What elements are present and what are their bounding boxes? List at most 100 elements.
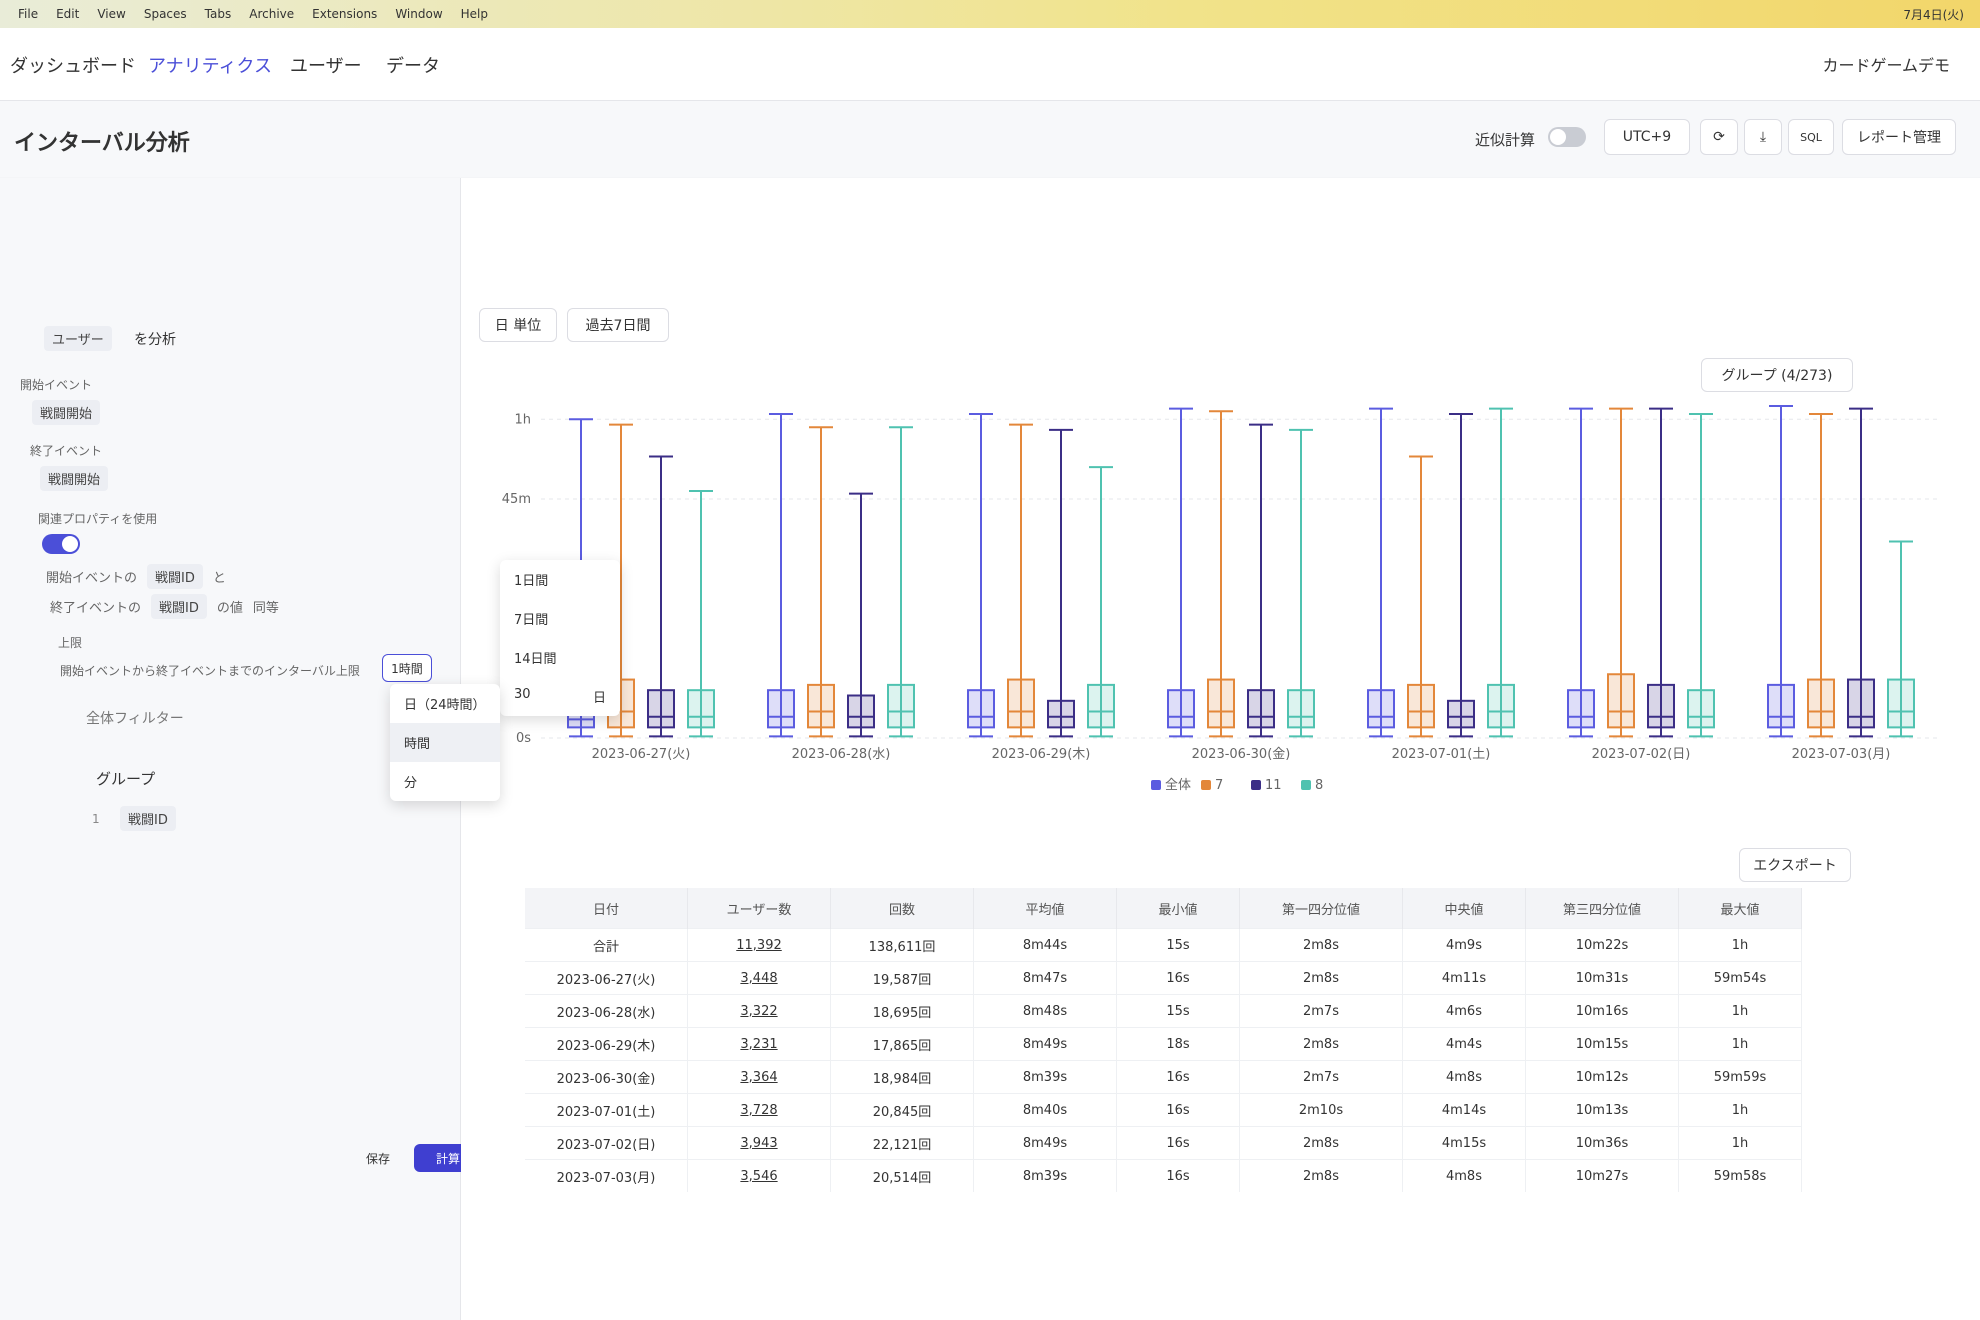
approx-toggle[interactable]: [1548, 127, 1586, 147]
table-row: 合計 11,392 138,611回 8m44s 15s 2m8s 4m9s 10m22s 1h: [525, 928, 1802, 962]
refresh-button[interactable]: ⟳: [1700, 119, 1738, 155]
column-header[interactable]: ユーザー数: [687, 888, 831, 929]
table-cell: 8m48s: [973, 994, 1117, 1028]
column-header[interactable]: 平均値: [973, 888, 1117, 929]
legend-swatch: [1301, 780, 1311, 790]
x-tick-label: 2023-06-29(木): [992, 747, 1091, 762]
granularity-select[interactable]: 日 単位: [479, 308, 557, 342]
table-cell[interactable]: 3,728: [687, 1093, 831, 1127]
timezone-button[interactable]: UTC+9: [1604, 119, 1690, 155]
table-cell[interactable]: 3,546: [687, 1159, 831, 1192]
nav-tab[interactable]: アナリティクス: [148, 56, 273, 77]
approx-label: 近似計算: [1475, 131, 1536, 149]
custom-unit: 日: [592, 691, 606, 706]
box: [1807, 678, 1835, 729]
menu-item[interactable]: Help: [460, 7, 488, 21]
prop-text: の値: [216, 601, 243, 616]
column-header[interactable]: 最小値: [1116, 888, 1240, 929]
menu-item[interactable]: File: [18, 7, 39, 21]
table-row: 2023-06-29(木) 3,231 17,865回 8m49s 18s 2m8s 4m4…: [525, 1027, 1802, 1061]
custom-value[interactable]: 30: [514, 687, 531, 702]
main-content: 日 単位 過去7日間 グループ (4/273) エクスポート 日付 ユーザー数 回数…: [461, 178, 1980, 1320]
menu-item[interactable]: Tabs: [204, 7, 232, 21]
table-row: 2023-06-27(火) 3,448 19,587回 8m47s 16s 2m8s 4m1…: [525, 961, 1802, 995]
table-cell: 8m39s: [973, 1060, 1117, 1094]
export-button[interactable]: エクスポート: [1739, 848, 1851, 882]
limit-value[interactable]: 1時間: [382, 654, 432, 682]
report-button[interactable]: レポート管理: [1842, 119, 1956, 155]
menu-item[interactable]: View: [97, 7, 126, 21]
table-cell: 2023-06-29(木): [525, 1027, 688, 1061]
table-row: 2023-07-03(月) 3,546 20,514回 8m39s 16s 2m8s 4m8…: [525, 1159, 1802, 1192]
box: [1567, 689, 1595, 729]
unit-option[interactable]: 時間: [390, 723, 500, 762]
preset-option[interactable]: 7日間: [514, 613, 549, 628]
x-tick-label: 2023-06-30(金): [1192, 747, 1291, 762]
table-cell[interactable]: 3,364: [687, 1060, 831, 1094]
table-cell: 4m6s: [1402, 994, 1526, 1028]
table-cell: 8m47s: [973, 961, 1117, 995]
preset-option[interactable]: 1日間: [514, 574, 549, 589]
page-header: インターバル分析 近似計算 UTC+9 ⟳ ⤓ SQL レポート管理: [0, 101, 1980, 177]
save-button[interactable]: 保存: [365, 1151, 390, 1166]
menu-item[interactable]: Edit: [56, 7, 80, 21]
box: [1607, 673, 1635, 729]
table-cell: 22,121回: [830, 1126, 974, 1160]
table-cell[interactable]: 11,392: [687, 928, 831, 962]
project-name[interactable]: カードゲームデモ: [1822, 56, 1950, 75]
download-button[interactable]: ⤓: [1744, 119, 1782, 155]
nav-tab[interactable]: データ: [386, 56, 440, 77]
box: [887, 683, 915, 729]
x-tick-label: 2023-06-27(火): [592, 747, 691, 762]
unit-option[interactable]: 分: [404, 776, 418, 791]
table-cell: 1h: [1678, 928, 1802, 962]
group-item[interactable]: 戦闘ID: [120, 806, 176, 831]
table-cell: 10m36s: [1525, 1126, 1679, 1160]
end-label: 終了イベント: [30, 444, 103, 458]
menu-item[interactable]: Archive: [249, 7, 295, 21]
nav-tab[interactable]: ダッシュボード: [10, 56, 136, 77]
box: [767, 689, 795, 729]
range-select[interactable]: 過去7日間: [567, 308, 669, 342]
column-header[interactable]: 第一四分位値: [1239, 888, 1403, 929]
prop-text[interactable]: 同等: [252, 601, 279, 616]
column-header[interactable]: 日付: [525, 888, 688, 929]
table-row: 2023-07-01(土) 3,728 20,845回 8m40s 16s 2m10s 4m…: [525, 1093, 1802, 1127]
limit-text: 開始イベントから終了イベントまでのインターバル上限: [60, 664, 360, 678]
table-cell[interactable]: 3,322: [687, 994, 831, 1028]
start-event[interactable]: 戦闘開始: [32, 400, 101, 425]
table-cell[interactable]: 3,943: [687, 1126, 831, 1160]
column-header[interactable]: 最大値: [1678, 888, 1802, 929]
column-header[interactable]: 中央値: [1402, 888, 1526, 929]
menu-item[interactable]: Spaces: [143, 7, 187, 21]
x-tick-label: 2023-07-03(月): [1792, 747, 1891, 762]
prop-text[interactable]: 戦闘ID: [147, 564, 203, 589]
table-cell: 18,984回: [830, 1060, 974, 1094]
table-cell: 16s: [1116, 1126, 1240, 1160]
prop-toggle[interactable]: [42, 534, 80, 554]
table-cell[interactable]: 3,448: [687, 961, 831, 995]
nav-tab[interactable]: ユーザー: [290, 56, 362, 77]
menu-item[interactable]: Extensions: [312, 7, 378, 21]
column-header[interactable]: 回数: [830, 888, 974, 929]
prop-text[interactable]: 戦闘ID: [151, 594, 207, 619]
table-cell: 10m15s: [1525, 1027, 1679, 1061]
preset-option[interactable]: 14日間: [514, 652, 557, 667]
table-cell: 4m15s: [1402, 1126, 1526, 1160]
column-header[interactable]: 第三四分位値: [1525, 888, 1679, 929]
table-cell: 2023-06-28(水): [525, 994, 688, 1028]
menu-item[interactable]: Window: [395, 7, 443, 21]
table-cell: 16s: [1116, 1159, 1240, 1192]
table-row: 2023-06-28(水) 3,322 18,695回 8m48s 15s 2m7s 4m6…: [525, 994, 1802, 1028]
group-select[interactable]: グループ (4/273): [1701, 358, 1853, 392]
table-cell[interactable]: 3,231: [687, 1027, 831, 1061]
analyze-target[interactable]: ユーザー: [44, 326, 112, 351]
sql-button[interactable]: SQL: [1788, 119, 1834, 155]
prop-text: と: [212, 571, 226, 586]
unit-option[interactable]: 日（24時間）: [404, 698, 486, 713]
table-cell: 17,865回: [830, 1027, 974, 1061]
start-label: 開始イベント: [20, 378, 93, 392]
filter[interactable]: 全体フィルター: [86, 711, 184, 727]
end-event[interactable]: 戦闘開始: [40, 466, 109, 491]
